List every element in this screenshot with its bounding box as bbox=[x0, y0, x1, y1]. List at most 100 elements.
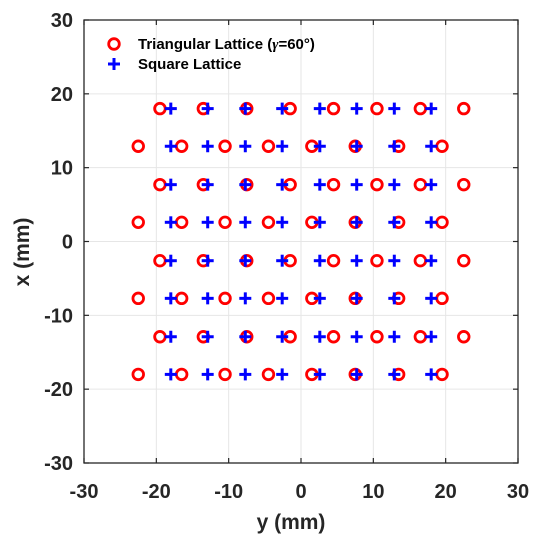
triangular-lattice-point bbox=[218, 139, 232, 153]
square-lattice-point bbox=[425, 368, 438, 381]
triangular-lattice-point bbox=[370, 330, 384, 344]
square-lattice-point bbox=[388, 330, 401, 343]
square-lattice-point bbox=[350, 254, 363, 267]
axis-ticks bbox=[83, 19, 519, 464]
square-lattice-point bbox=[164, 368, 177, 381]
series-1-markers bbox=[164, 102, 438, 381]
square-lattice-point bbox=[388, 140, 401, 153]
legend-label-triangular-greek: γ bbox=[272, 37, 279, 53]
square-lattice-point bbox=[425, 216, 438, 229]
triangular-lattice-point bbox=[326, 330, 341, 344]
square-lattice-point bbox=[239, 102, 252, 115]
legend-marker-triangular bbox=[107, 37, 121, 51]
square-lattice-point bbox=[313, 178, 326, 191]
square-lattice-point bbox=[350, 140, 363, 153]
y-tick-label: 20 bbox=[51, 84, 73, 106]
square-lattice-point bbox=[425, 330, 438, 343]
legend-label-triangular: Triangular Lattice (γ=60°) bbox=[138, 36, 315, 53]
square-lattice-point bbox=[350, 368, 363, 381]
square-lattice-point bbox=[164, 254, 177, 267]
square-lattice-point bbox=[350, 292, 363, 305]
square-lattice-point bbox=[313, 102, 326, 115]
triangular-lattice-point bbox=[261, 215, 276, 230]
square-lattice-point bbox=[201, 216, 214, 229]
data-markers bbox=[131, 101, 471, 382]
triangular-lattice-point bbox=[370, 101, 384, 116]
square-lattice-point bbox=[425, 292, 438, 305]
square-lattice-point bbox=[239, 178, 252, 191]
triangular-lattice-point bbox=[131, 139, 145, 153]
square-lattice-point bbox=[276, 254, 289, 267]
x-tick-label: -30 bbox=[70, 481, 99, 503]
square-lattice-point bbox=[350, 102, 363, 115]
square-lattice-point bbox=[313, 216, 326, 229]
triangular-lattice-point bbox=[370, 253, 384, 268]
triangular-lattice-point bbox=[131, 367, 145, 382]
square-lattice-point bbox=[276, 368, 289, 381]
square-lattice-point bbox=[313, 140, 326, 153]
y-tick-label: -10 bbox=[44, 305, 73, 327]
square-lattice-point bbox=[276, 292, 289, 305]
triangular-lattice-point bbox=[218, 291, 232, 306]
triangular-lattice-point bbox=[131, 291, 145, 306]
square-lattice-point bbox=[201, 330, 214, 343]
triangular-lattice-point bbox=[218, 215, 232, 230]
square-lattice-point bbox=[313, 292, 326, 305]
legend-label-triangular-suffix: =60°) bbox=[278, 36, 314, 53]
square-lattice-point bbox=[201, 102, 214, 115]
square-lattice-point bbox=[201, 292, 214, 305]
triangular-lattice-point bbox=[457, 253, 471, 268]
square-lattice-point bbox=[388, 102, 401, 115]
square-lattice-point bbox=[164, 216, 177, 229]
square-lattice-point bbox=[350, 330, 363, 343]
square-lattice-point bbox=[239, 292, 252, 305]
triangular-lattice-point bbox=[457, 177, 471, 192]
square-lattice-point bbox=[276, 330, 289, 343]
legend-label-triangular-prefix: Triangular Lattice ( bbox=[138, 36, 272, 53]
square-lattice-point bbox=[164, 292, 177, 305]
x-tick-label: 20 bbox=[435, 481, 457, 503]
y-tick-label: -20 bbox=[44, 379, 73, 401]
square-lattice-point bbox=[388, 254, 401, 267]
square-lattice-point bbox=[388, 178, 401, 191]
square-lattice-point bbox=[164, 140, 177, 153]
square-lattice-point bbox=[388, 292, 401, 305]
square-lattice-point bbox=[164, 178, 177, 191]
square-lattice-point bbox=[201, 140, 214, 153]
square-lattice-point bbox=[388, 216, 401, 229]
y-tick-label: 10 bbox=[51, 158, 73, 180]
square-lattice-point bbox=[201, 178, 214, 191]
triangular-lattice-point bbox=[326, 177, 341, 192]
x-tick-label: 10 bbox=[362, 481, 384, 503]
x-tick-label: 0 bbox=[295, 481, 306, 503]
triangular-lattice-point bbox=[131, 215, 145, 230]
square-lattice-point bbox=[239, 140, 252, 153]
y-tick-labels: -30 -20 -10 0 10 20 30 bbox=[44, 10, 73, 475]
square-lattice-point bbox=[388, 368, 401, 381]
triangular-lattice-point bbox=[261, 139, 276, 153]
x-tick-labels: -30 -20 -10 0 10 20 30 bbox=[70, 481, 530, 503]
triangular-lattice-point bbox=[218, 367, 232, 382]
square-lattice-point bbox=[425, 178, 438, 191]
legend-marker-square bbox=[108, 58, 120, 70]
square-lattice-point bbox=[164, 330, 177, 343]
y-tick-label: 30 bbox=[51, 10, 73, 32]
triangular-lattice-point bbox=[457, 101, 471, 116]
legend-label-square: Square Lattice bbox=[138, 56, 241, 73]
x-axis-label: y (mm) bbox=[257, 511, 326, 534]
square-lattice-point bbox=[313, 330, 326, 343]
square-lattice-point bbox=[276, 178, 289, 191]
square-lattice-point bbox=[201, 368, 214, 381]
square-lattice-point bbox=[276, 140, 289, 153]
square-lattice-point bbox=[350, 216, 363, 229]
square-lattice-point bbox=[239, 216, 252, 229]
triangular-lattice-point bbox=[326, 101, 341, 116]
triangular-lattice-point bbox=[370, 177, 384, 192]
square-lattice-point bbox=[164, 102, 177, 115]
legend: Triangular Lattice (γ=60°) Square Lattic… bbox=[107, 36, 315, 73]
square-lattice-point bbox=[239, 254, 252, 267]
square-lattice-point bbox=[201, 254, 214, 267]
triangular-lattice-point bbox=[261, 291, 276, 306]
square-lattice-point bbox=[239, 330, 252, 343]
